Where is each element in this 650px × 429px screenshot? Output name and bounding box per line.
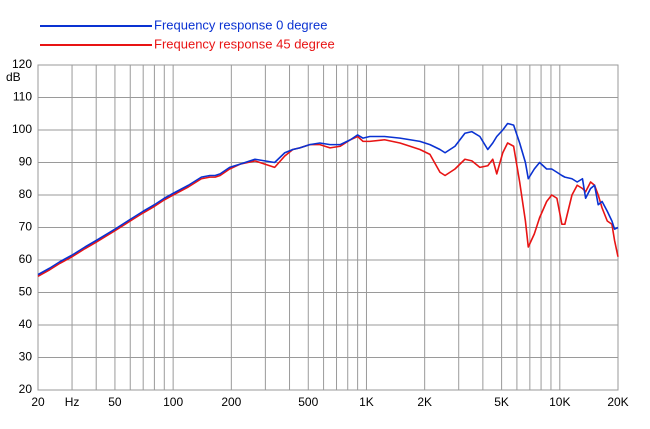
y-tick-label: 70 [19,220,33,234]
y-tick-label: 110 [13,90,32,104]
legend-label: Frequency response 0 degree [154,17,327,32]
y-tick-label: 40 [19,317,33,331]
y-tick-label: 30 [19,350,33,364]
y-tick-label: 90 [19,155,33,169]
x-tick-label: 1K [359,395,374,409]
x-tick-label: 20K [607,395,628,409]
x-tick-label: 200 [221,395,241,409]
x-tick-label: 2K [417,395,432,409]
x-tick-label: Hz [65,395,80,409]
y-tick-label: 100 [12,122,32,136]
y-axis-label: dB [6,70,21,84]
x-tick-label: 20 [31,395,45,409]
x-tick-label: 100 [163,395,183,409]
x-tick-label: 500 [298,395,318,409]
y-tick-label: 80 [19,187,33,201]
x-tick-label: 50 [108,395,122,409]
y-tick-label: 50 [19,285,33,299]
y-tick-label: 60 [19,252,33,266]
legend-label: Frequency response 45 degree [154,36,335,51]
y-tick-label: 120 [12,57,32,71]
series-line [37,135,619,277]
series-line [37,122,619,276]
x-tick-label: 10K [549,395,570,409]
legend: Frequency response 0 degree Frequency res… [40,17,335,51]
x-tick-label: 5K [494,395,509,409]
y-tick-label: 20 [19,382,33,396]
